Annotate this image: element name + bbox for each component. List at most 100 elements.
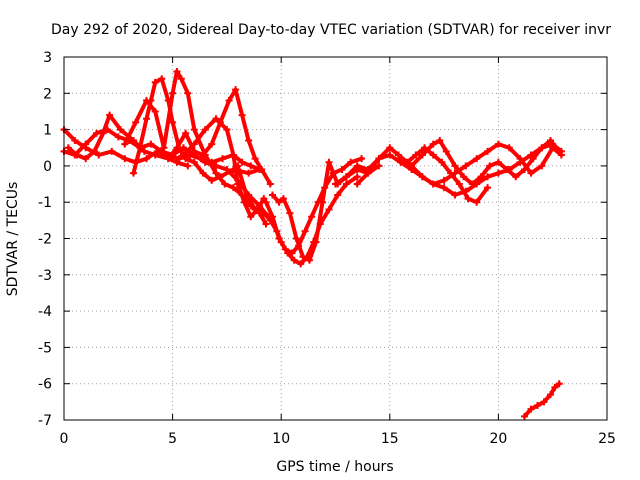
y-tick-label: -2	[38, 232, 52, 248]
data-point-marker	[533, 401, 541, 409]
data-point-marker	[325, 205, 333, 213]
data-point-marker	[468, 180, 476, 188]
data-point-marker	[247, 162, 255, 170]
data-point-marker	[269, 191, 277, 199]
data-point-marker	[473, 155, 481, 163]
data-point-marker	[312, 238, 320, 246]
data-point-marker	[108, 147, 116, 155]
data-point-marker	[82, 140, 90, 148]
data-point-marker	[484, 173, 492, 181]
data-point-marker	[529, 155, 537, 163]
data-point-marker	[190, 147, 198, 155]
data-point-marker	[408, 162, 416, 170]
data-point-marker	[190, 126, 198, 134]
data-point-marker	[299, 253, 307, 261]
data-point-marker	[555, 380, 563, 388]
data-point-marker	[455, 180, 463, 188]
data-point-marker	[173, 144, 181, 152]
data-point-marker	[99, 129, 107, 137]
data-point-marker	[397, 155, 405, 163]
data-point-marker	[394, 151, 402, 159]
data-point-marker	[505, 144, 513, 152]
data-point-marker	[238, 111, 246, 119]
data-point-marker	[290, 256, 298, 264]
data-point-marker	[494, 140, 502, 148]
data-point-marker	[520, 412, 528, 420]
data-point-marker	[460, 173, 468, 181]
data-point-marker	[140, 147, 148, 155]
data-point-marker	[184, 89, 192, 97]
data-point-marker	[164, 155, 172, 163]
data-point-marker	[130, 136, 138, 144]
data-point-marker	[116, 126, 124, 134]
data-point-marker	[245, 136, 253, 144]
plot-frame	[63, 56, 608, 421]
data-point-marker	[219, 155, 227, 163]
data-point-marker	[199, 169, 207, 177]
data-point-marker	[503, 166, 511, 174]
data-point-marker	[260, 209, 268, 217]
y-tick-label: -6	[38, 377, 52, 393]
data-point-marker	[275, 235, 283, 242]
chart-title: Day 292 of 2020, Sidereal Day-to-day VTE…	[51, 22, 611, 38]
data-point-marker	[297, 260, 305, 268]
data-point-marker	[82, 155, 90, 163]
data-point-marker	[292, 235, 300, 242]
data-point-marker	[275, 198, 283, 206]
data-point-marker	[251, 155, 259, 163]
y-tick-label: 3	[43, 50, 52, 66]
data-point-marker	[358, 155, 366, 163]
x-tick-label: 15	[381, 431, 399, 447]
data-point-marker	[551, 383, 559, 391]
data-point-marker	[177, 75, 185, 83]
data-point-marker	[269, 213, 277, 221]
data-point-marker	[201, 126, 209, 134]
data-point-marker	[440, 176, 448, 184]
y-tick-label: -1	[38, 195, 52, 211]
data-point-marker	[527, 151, 535, 159]
data-point-marker	[158, 147, 166, 155]
data-point-marker	[132, 118, 140, 126]
data-point-marker	[258, 166, 266, 174]
data-point-marker	[229, 151, 237, 159]
data-point-marker	[234, 162, 242, 170]
data-point-marker	[429, 140, 437, 148]
series-trace	[398, 142, 564, 186]
data-series-track-15	[520, 380, 563, 420]
data-point-marker	[190, 158, 198, 166]
data-point-marker	[173, 68, 181, 76]
data-point-marker	[305, 256, 313, 264]
data-point-marker	[557, 151, 565, 159]
y-axis: -7 -6 -5 -4 -3 -2 -1 0 1 2 3	[38, 50, 607, 429]
data-series-track-14	[408, 136, 563, 188]
x-axis-label: GPS time / hours	[276, 459, 393, 475]
data-point-marker	[225, 97, 233, 105]
data-point-marker	[64, 144, 72, 152]
data-point-marker	[179, 151, 187, 159]
data-point-marker	[247, 213, 255, 221]
data-point-marker	[232, 86, 240, 94]
data-point-marker	[93, 129, 101, 137]
data-point-marker	[245, 169, 253, 177]
data-point-marker	[418, 173, 426, 181]
data-point-marker	[173, 158, 181, 166]
data-series-track-7	[179, 115, 268, 221]
data-point-marker	[208, 140, 216, 148]
data-point-marker	[386, 151, 394, 159]
data-point-marker	[114, 133, 122, 141]
data-point-marker	[484, 184, 492, 192]
data-point-marker	[73, 151, 81, 159]
data-series-track-9	[262, 155, 366, 257]
data-point-marker	[516, 155, 524, 163]
data-point-marker	[234, 180, 242, 188]
data-point-marker	[440, 184, 448, 192]
x-tick-label: 5	[168, 431, 177, 447]
data-point-marker	[318, 198, 326, 206]
data-point-marker	[169, 118, 177, 126]
x-tick-label: 0	[60, 431, 69, 447]
data-point-marker	[169, 89, 177, 97]
data-point-marker	[386, 144, 394, 152]
data-point-marker	[288, 249, 296, 257]
y-tick-label: 2	[43, 86, 52, 102]
